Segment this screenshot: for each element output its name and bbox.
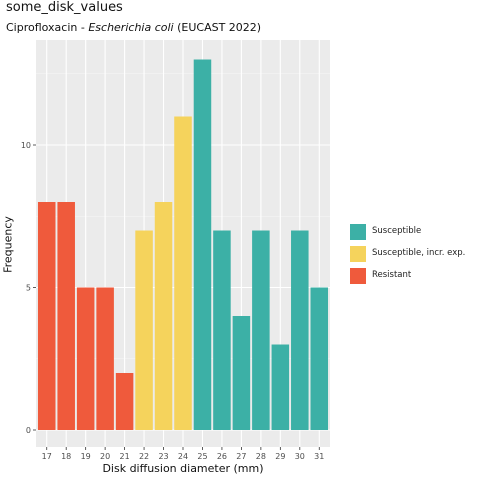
- subtitle-suffix: (EUCAST 2022): [173, 21, 262, 34]
- x-tick-label: 31: [314, 452, 324, 461]
- bar-24: [174, 116, 192, 430]
- x-axis-label: Disk diffusion diameter (mm): [102, 462, 264, 475]
- y-tick-label: 10: [21, 141, 31, 150]
- legend: Susceptible Susceptible, incr. exp. Resi…: [350, 222, 480, 288]
- x-tick-label: 20: [100, 452, 110, 461]
- x-tick-label: 27: [236, 452, 246, 461]
- y-tick-label: 0: [26, 426, 31, 435]
- bars: [37, 59, 329, 430]
- bar-17: [37, 202, 56, 430]
- legend-label-resistant: Resistant: [372, 270, 412, 280]
- x-tick-label: 28: [256, 452, 266, 461]
- bar-18: [57, 202, 75, 430]
- x-tick-label: 18: [61, 452, 71, 461]
- bar-25: [193, 59, 212, 430]
- x-tick-label: 17: [42, 452, 52, 461]
- chart-subtitle: Ciprofloxacin - Escherichia coli (EUCAST…: [6, 21, 261, 34]
- y-axis-label: Frequency: [1, 216, 15, 273]
- bar-20: [96, 287, 114, 430]
- legend-swatch-susceptible: [350, 224, 366, 240]
- legend-item-susceptible-incr-exp: Susceptible, incr. exp.: [350, 244, 480, 266]
- subtitle-organism: Escherichia coli: [88, 21, 174, 34]
- bar-26: [213, 230, 231, 430]
- y-tick-label: 5: [26, 284, 31, 293]
- x-tick-label: 23: [158, 452, 168, 461]
- x-tick-label: 22: [139, 452, 149, 461]
- bar-21: [115, 373, 134, 430]
- x-tick-label: 25: [197, 452, 207, 461]
- bar-31: [310, 287, 329, 430]
- x-tick-label: 29: [275, 452, 285, 461]
- chart-title: some_disk_values: [6, 0, 123, 15]
- x-tick-label: 30: [295, 452, 305, 461]
- x-tick-label: 24: [178, 452, 188, 461]
- legend-label-susceptible: Susceptible: [372, 226, 422, 236]
- axes: 0 5 10 17 18 19 20 21 22 23 24 25 26 27 28 29 30 31: [21, 141, 325, 461]
- x-tick-label: 19: [81, 452, 91, 461]
- legend-item-susceptible: Susceptible: [350, 222, 480, 244]
- bar-19: [76, 287, 95, 430]
- bar-30: [291, 230, 309, 430]
- x-tick-label: 21: [120, 452, 130, 461]
- bar-23: [154, 202, 173, 430]
- legend-label-susceptible-incr-exp: Susceptible, incr. exp.: [372, 248, 466, 258]
- bar-28: [252, 230, 270, 430]
- bar-29: [271, 344, 290, 430]
- legend-swatch-resistant: [350, 268, 366, 284]
- bar-22: [135, 230, 153, 430]
- x-tick-label: 26: [217, 452, 227, 461]
- legend-swatch-susceptible-incr-exp: [350, 246, 366, 262]
- bar-27: [232, 316, 251, 430]
- legend-item-resistant: Resistant: [350, 266, 480, 288]
- subtitle-prefix: Ciprofloxacin -: [6, 21, 89, 34]
